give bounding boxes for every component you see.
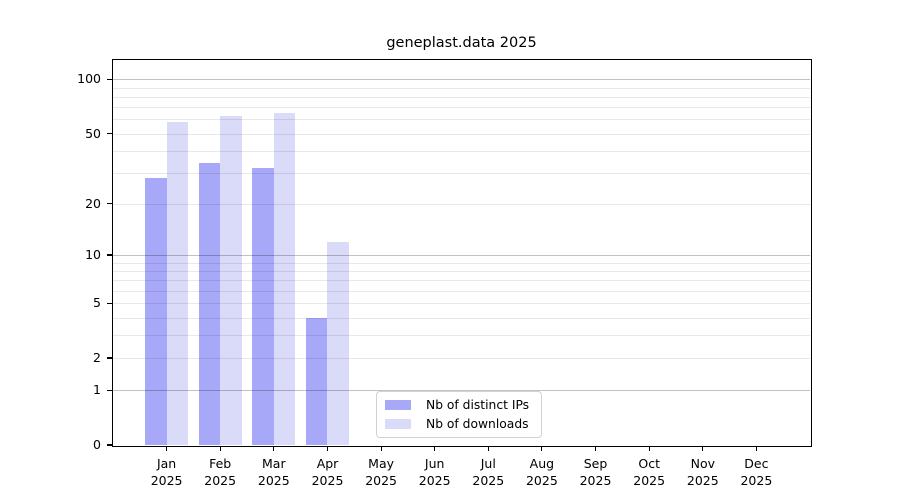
bar-downloads-feb [220,115,242,445]
bar-distinct-ips-feb [198,163,221,445]
y-tick-mark [107,444,112,446]
bar-downloads-jan [166,122,189,445]
legend-label-distinct-ips: Nb of distinct IPs [426,398,530,412]
x-tick-label: Mar 2025 [257,456,290,488]
y-tick-label: 100 [77,71,101,87]
legend-label-downloads: Nb of downloads [426,417,529,431]
x-tick-label: Jan 2025 [150,456,183,488]
y-tick-mark [107,357,112,359]
x-axis: Jan 2025 Feb 2025 Mar 2025 Apr 2025 May 2025… [113,445,810,500]
y-tick-label: 20 [85,195,101,211]
x-tick-mark [166,446,168,451]
x-tick-label: Aug 2025 [525,456,558,488]
x-tick-mark [648,446,650,451]
x-tick-label: Jul 2025 [472,456,505,488]
y-tick-mark [107,389,112,391]
legend-swatch-distinct-ips-icon [385,400,411,410]
x-tick-mark [702,446,704,451]
x-tick-label: Apr 2025 [311,456,344,488]
legend: Nb of distinct IPs Nb of downloads [376,391,543,438]
chart-title: geneplast.data 2025 [386,35,537,51]
y-tick-label: 10 [85,247,101,262]
x-tick-label: Sep 2025 [579,456,612,488]
x-tick-label: May 2025 [365,456,397,488]
plot-area: Nb of distinct IPs Nb of downloads [111,58,812,447]
y-tick-mark [107,78,112,80]
y-tick-label: 50 [85,125,101,141]
x-tick-label: Nov 2025 [686,456,719,488]
x-tick-label: Jun 2025 [418,456,451,488]
x-tick-mark [273,446,275,451]
y-tick-mark [107,254,112,256]
y-tick-label: 5 [93,295,101,311]
y-tick-mark [107,302,112,304]
x-tick-mark [380,446,382,451]
x-tick-label: Oct 2025 [633,456,666,488]
x-tick-mark [541,446,543,451]
bar-distinct-ips-apr [305,317,328,445]
x-tick-mark [755,446,757,451]
legend-swatch-downloads-icon [385,419,411,429]
x-tick-label: Feb 2025 [204,456,237,488]
legend-item-distinct-ips: Nb of distinct IPs [385,398,529,412]
x-tick-label: Dec 2025 [740,456,773,488]
x-tick-mark [434,446,436,451]
y-axis: 0 1 2 5 10 20 50 100 [0,60,113,452]
bar-distinct-ips-mar [252,168,274,445]
y-tick-label: 2 [93,350,101,365]
legend-item-downloads: Nb of downloads [385,417,529,431]
bar-downloads-mar [273,113,296,445]
y-tick-label: 0 [93,437,101,452]
y-tick-label: 1 [93,382,101,398]
x-tick-mark [594,446,597,451]
bar-distinct-ips-jan [145,178,167,445]
x-tick-mark [487,446,489,451]
bars-layer [113,60,810,445]
x-tick-mark [326,446,329,451]
bar-downloads-apr [327,241,349,445]
y-tick-mark [107,203,112,205]
y-tick-mark [107,132,112,135]
x-tick-mark [219,446,221,451]
